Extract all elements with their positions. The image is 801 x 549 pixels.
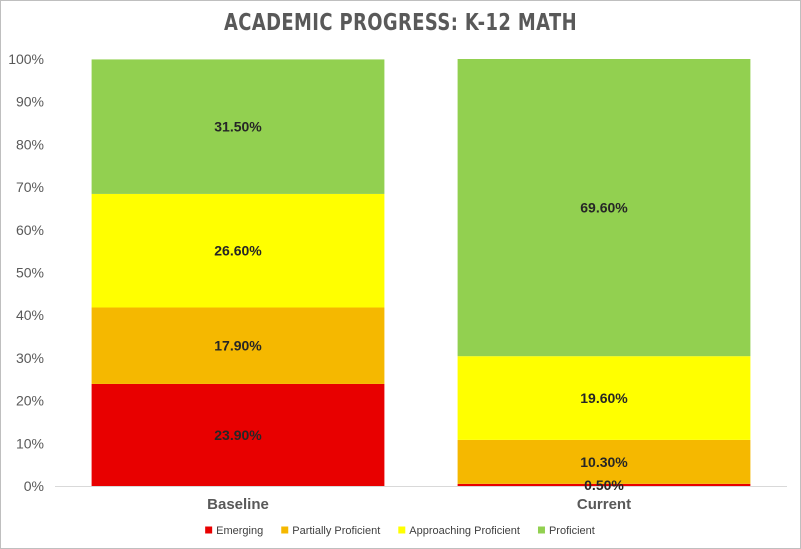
y-tick-label: 90% bbox=[16, 94, 44, 110]
y-tick-label: 10% bbox=[16, 435, 44, 451]
data-label: 23.90% bbox=[214, 427, 262, 443]
category-label: Current bbox=[577, 496, 631, 513]
bar-segment bbox=[91, 383, 385, 486]
legend-swatch bbox=[537, 526, 545, 534]
bar-segment bbox=[91, 307, 385, 384]
bars bbox=[91, 59, 751, 486]
y-tick-label: 70% bbox=[16, 179, 44, 195]
legend-label: Approaching Proficient bbox=[409, 525, 520, 537]
y-tick-label: 60% bbox=[16, 222, 44, 238]
legend-label: Partially Proficient bbox=[292, 525, 380, 537]
legend-swatch bbox=[398, 526, 406, 534]
y-tick-label: 100% bbox=[8, 51, 44, 67]
y-tick-label: 50% bbox=[16, 265, 44, 281]
data-label: 19.60% bbox=[580, 390, 628, 406]
data-label: 10.30% bbox=[580, 454, 628, 470]
bar-segment bbox=[457, 356, 751, 440]
legend-label: Emerging bbox=[216, 525, 263, 537]
legend-swatch bbox=[205, 526, 213, 534]
legend: Emerging Partially Proficient Approaching … bbox=[205, 525, 595, 537]
data-label: 0.50% bbox=[584, 477, 624, 493]
y-tick-label: 40% bbox=[16, 307, 44, 323]
y-axis: 0% 10% 20% 30% 40% 50% 60% 70% 80% 90% 100% bbox=[8, 51, 787, 494]
legend-swatch bbox=[281, 526, 289, 534]
bar-segment bbox=[457, 483, 751, 486]
data-label: 31.50% bbox=[214, 119, 262, 135]
y-tick-label: 30% bbox=[16, 350, 44, 366]
y-tick-label: 0% bbox=[24, 478, 44, 494]
category-label: Baseline bbox=[207, 496, 269, 513]
data-label: 69.60% bbox=[580, 200, 628, 216]
bar-segment bbox=[91, 193, 385, 308]
bar-segment bbox=[91, 59, 385, 194]
y-tick-label: 80% bbox=[16, 136, 44, 152]
legend-label: Proficient bbox=[549, 525, 595, 537]
data-labels: 23.90% 17.90% 26.60% 31.50% 0.50% 10.30% 19.60… bbox=[214, 119, 628, 493]
data-label: 26.60% bbox=[214, 243, 262, 259]
x-axis: Baseline Current bbox=[207, 496, 631, 513]
bar-segment bbox=[457, 439, 751, 484]
y-tick-label: 20% bbox=[16, 393, 44, 409]
chart-title: ACADEMIC PROGRESS: K-12 MATH bbox=[224, 10, 577, 36]
data-label: 17.90% bbox=[214, 338, 262, 354]
bar-segment bbox=[457, 59, 751, 357]
